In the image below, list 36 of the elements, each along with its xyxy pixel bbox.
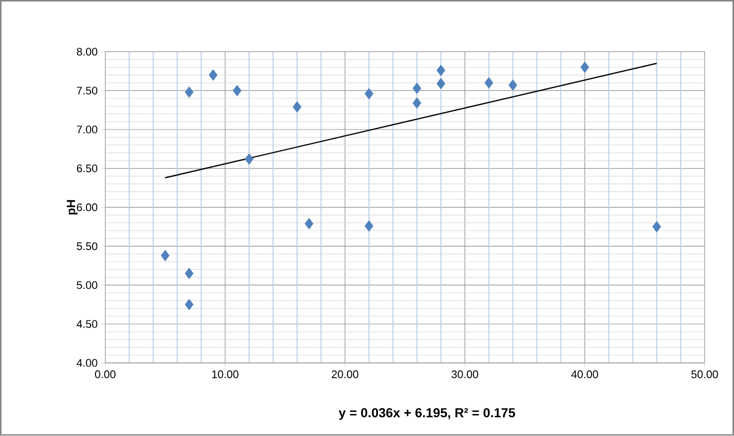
y-tick-label: 6.50: [76, 164, 98, 172]
point: [652, 221, 662, 233]
point: [412, 97, 422, 109]
y-tick-label: 8.00: [76, 48, 98, 56]
point: [184, 298, 194, 310]
point: [184, 268, 194, 280]
text: y = 0.036x + 6.195, R² = 0.175: [338, 408, 516, 420]
point: [436, 64, 446, 76]
point: [412, 82, 422, 94]
y-tick-label: 7.00: [76, 126, 98, 134]
y-tick-label: 6.00: [76, 204, 98, 212]
point: [232, 84, 242, 96]
point: [436, 78, 446, 90]
point: [160, 250, 170, 262]
point: [364, 220, 374, 232]
point: [184, 86, 194, 98]
x-tick-label: 20.00: [332, 370, 358, 378]
point: [580, 62, 590, 74]
y-tick-label: 5.50: [76, 242, 98, 250]
x-tick-label: 40.00: [571, 370, 598, 378]
point: [292, 101, 302, 113]
x-tick-label: 10.00: [212, 370, 238, 378]
y-tick-label: 4.50: [76, 320, 98, 328]
point: [508, 80, 518, 91]
y-tick-label: 7.50: [76, 86, 98, 95]
point: [484, 77, 494, 89]
point: [304, 218, 314, 230]
x-tick-label: 30.00: [452, 370, 478, 378]
y-axis-title: pH: [66, 200, 78, 215]
y-tick-label: 5.00: [76, 281, 98, 290]
point: [208, 69, 218, 81]
point: [244, 153, 254, 165]
x-tick-label: 0.00: [95, 370, 116, 378]
point: [364, 88, 374, 100]
y-tick-label: 4.00: [76, 359, 98, 367]
x-tick-label: 50.00: [691, 370, 718, 378]
